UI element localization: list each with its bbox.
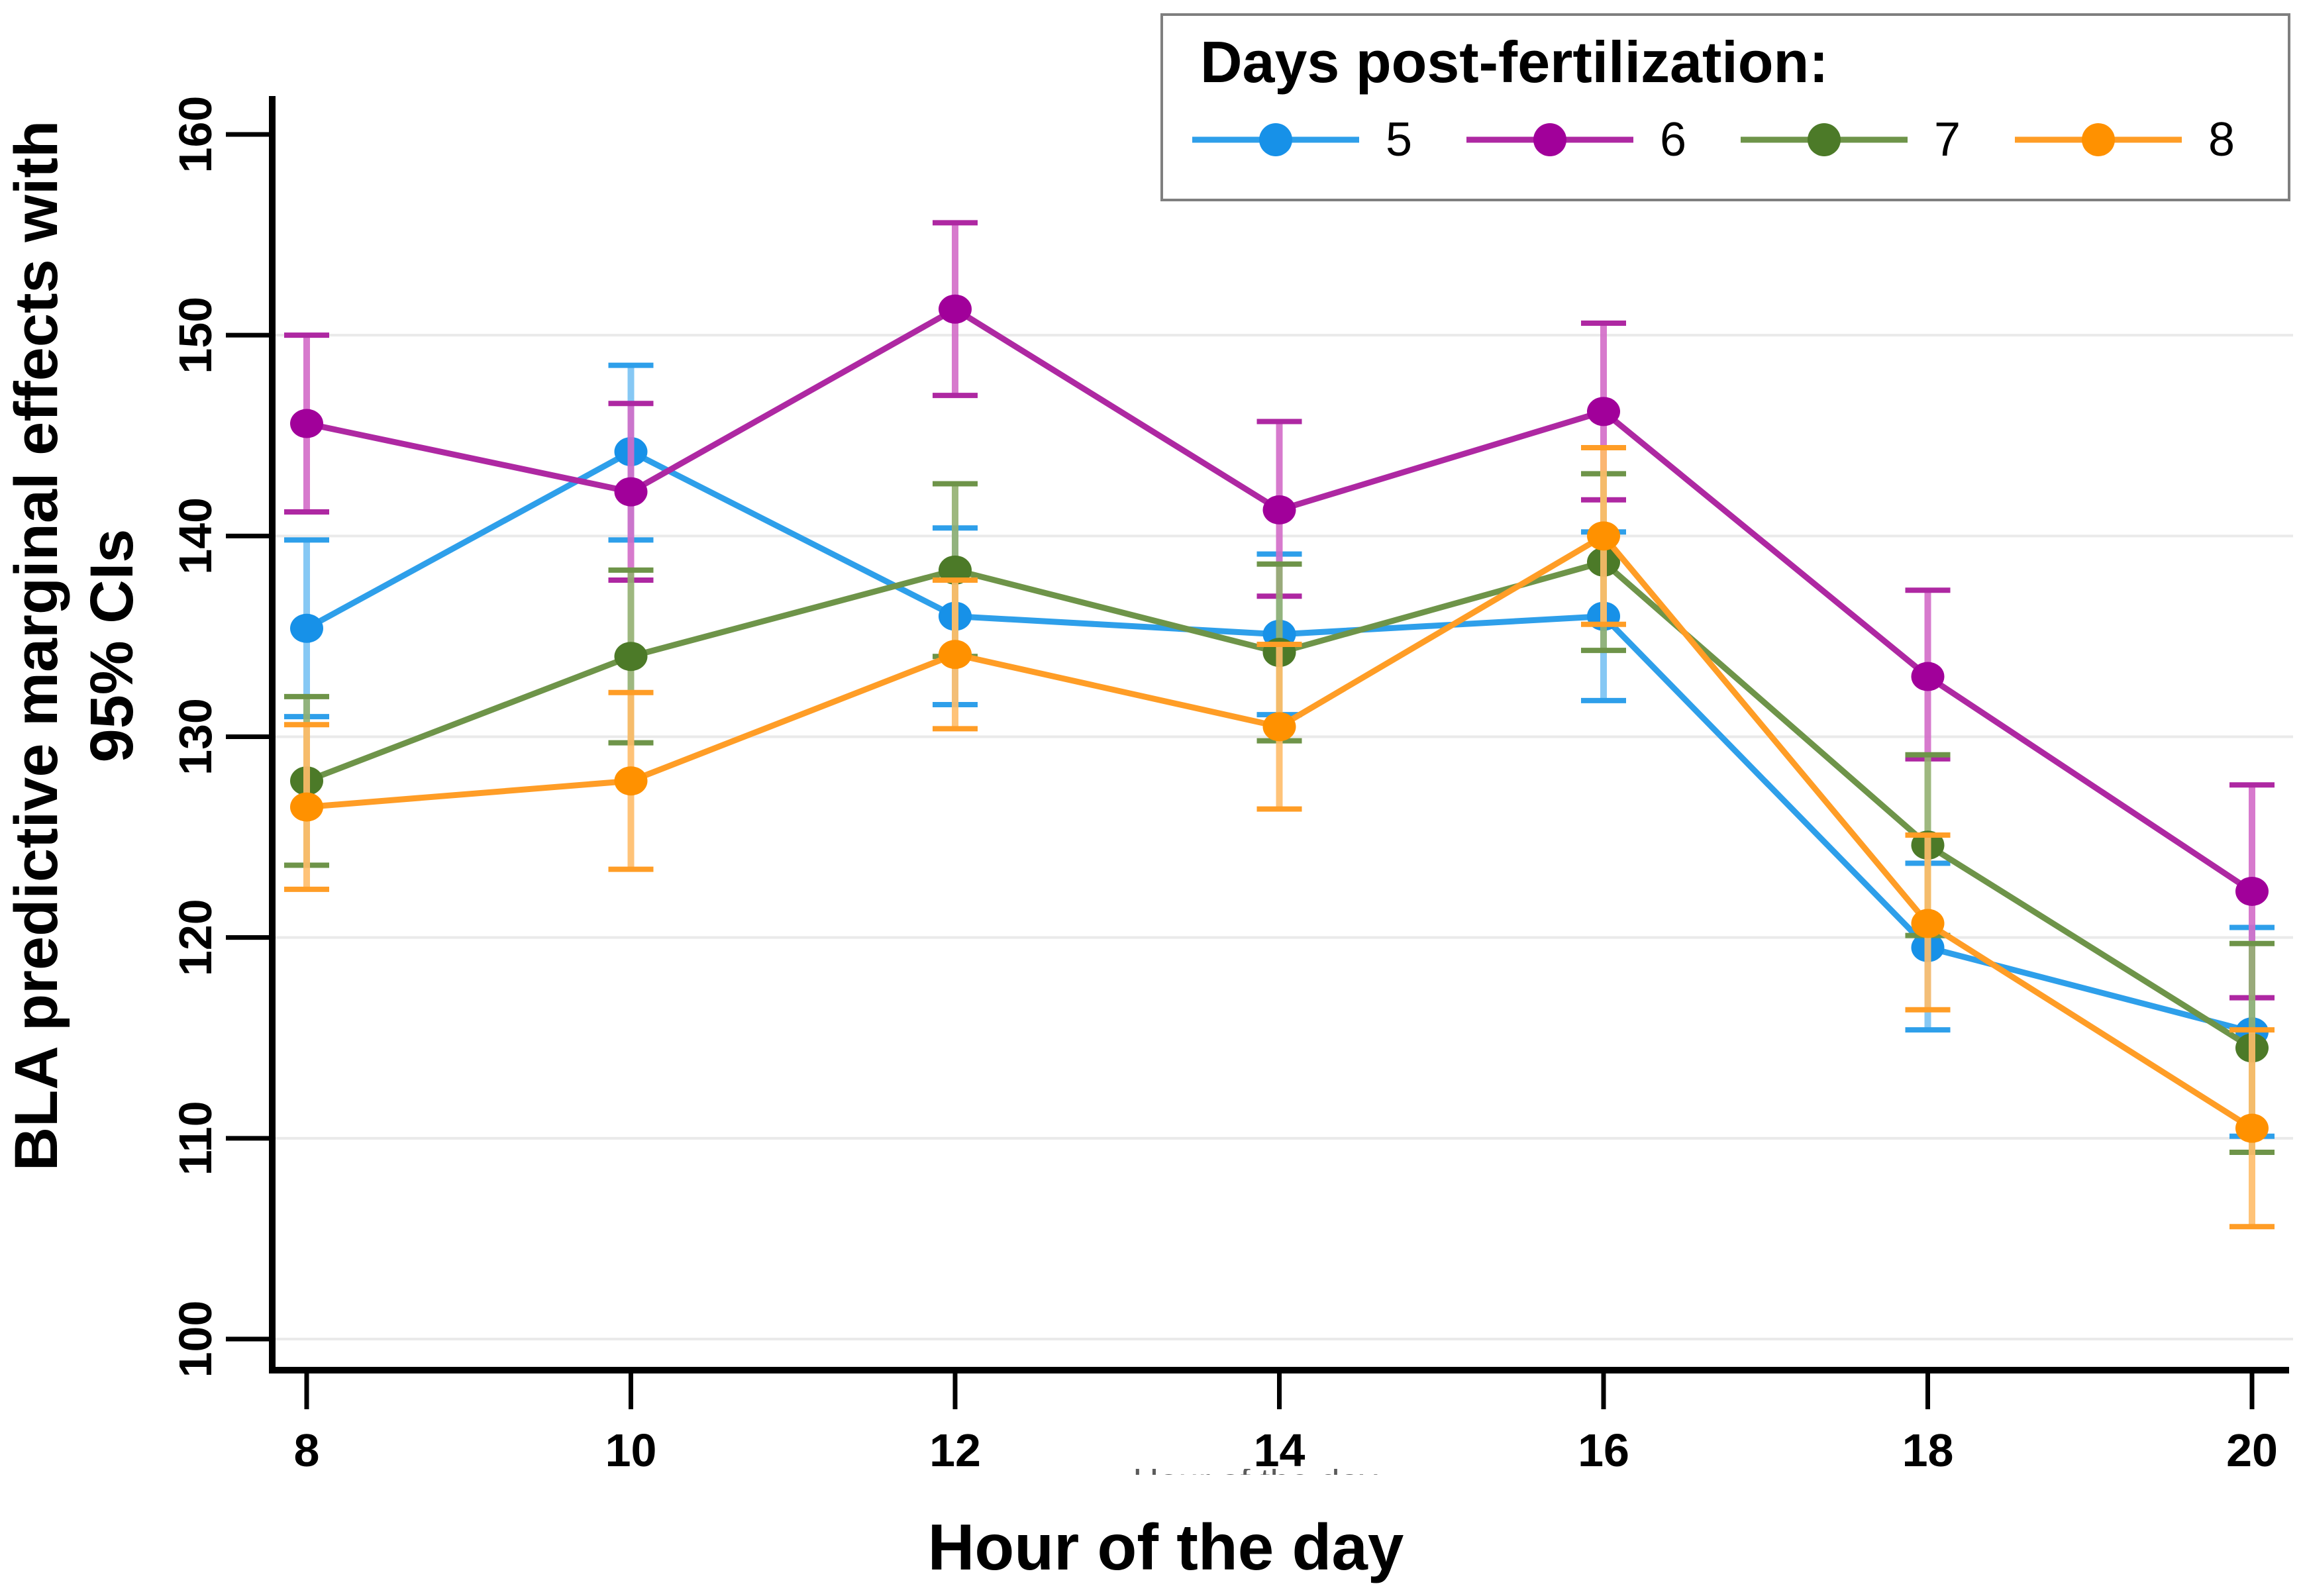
data-point-marker <box>614 766 648 796</box>
legend-key-icon <box>1740 123 1908 157</box>
legend-label: 7 <box>1933 113 1961 167</box>
data-point-marker <box>1587 397 1620 426</box>
x-tick-label: 16 <box>1578 1424 1629 1476</box>
x-axis-title: Hour of the day <box>927 1511 1404 1583</box>
y-tick-label: 150 <box>170 297 221 374</box>
legend-entry-6: 6 <box>1464 113 1686 167</box>
x-tick-label: 8 <box>294 1424 320 1476</box>
data-point-marker <box>1262 712 1296 742</box>
legend-marker <box>2081 123 2115 157</box>
data-point-marker <box>1262 495 1296 524</box>
y-tick-label: 110 <box>170 1101 221 1175</box>
y-tick-label: 100 <box>170 1301 221 1378</box>
legend-entry-8: 8 <box>2012 113 2235 167</box>
legend-entry-5: 5 <box>1190 113 1412 167</box>
x-tick-label: 10 <box>605 1424 657 1476</box>
data-point-marker <box>1911 909 1945 938</box>
x-tick-label: 18 <box>1902 1424 1954 1476</box>
data-point-marker <box>939 640 972 670</box>
data-point-marker <box>614 642 648 672</box>
legend-marker <box>1533 123 1566 157</box>
x-tick-label: 12 <box>929 1424 981 1476</box>
data-point-marker <box>1911 662 1945 691</box>
data-point-marker <box>290 409 323 438</box>
legend-key-icon <box>2014 123 2182 157</box>
series-8 <box>284 444 2275 1230</box>
y-tick-label: 140 <box>170 497 221 575</box>
legend-label: 6 <box>1659 113 1687 167</box>
data-point-marker <box>2235 876 2269 906</box>
legend-marker <box>1259 123 1292 157</box>
data-point-marker <box>1587 521 1620 551</box>
data-point-marker <box>939 294 972 324</box>
y-tick-label: 120 <box>170 899 221 976</box>
series-7 <box>284 471 2275 1156</box>
x-tick-label: 14 <box>1254 1424 1305 1476</box>
legend-marker <box>1807 123 1841 157</box>
data-point-marker <box>939 555 972 585</box>
series-6 <box>284 220 2275 1001</box>
legend-key-icon <box>1192 123 1359 157</box>
legend-items: 5 6 7 8 <box>1163 93 2288 167</box>
legend-title: Days post-fertilization: <box>1200 29 1829 95</box>
legend-key-icon <box>1466 123 1633 157</box>
y-axis-title: BLA predictive marginal effects with 95%… <box>3 120 146 1172</box>
y-tick-label: 130 <box>170 698 221 775</box>
legend-entry-7: 7 <box>1738 113 1961 167</box>
x-tick-label: 20 <box>2226 1424 2278 1476</box>
data-point-marker <box>290 613 323 643</box>
y-tick-label: 160 <box>170 96 221 174</box>
data-point-marker <box>614 477 648 507</box>
legend: Days post-fertilization: 5 6 7 8 <box>1160 13 2290 201</box>
data-point-marker <box>290 792 323 822</box>
legend-label: 8 <box>2208 113 2235 167</box>
data-point-marker <box>2235 1113 2269 1143</box>
legend-label: 5 <box>1386 113 1413 167</box>
cropped-axis-text-remnant: Hour of the day <box>1056 1469 1454 1475</box>
